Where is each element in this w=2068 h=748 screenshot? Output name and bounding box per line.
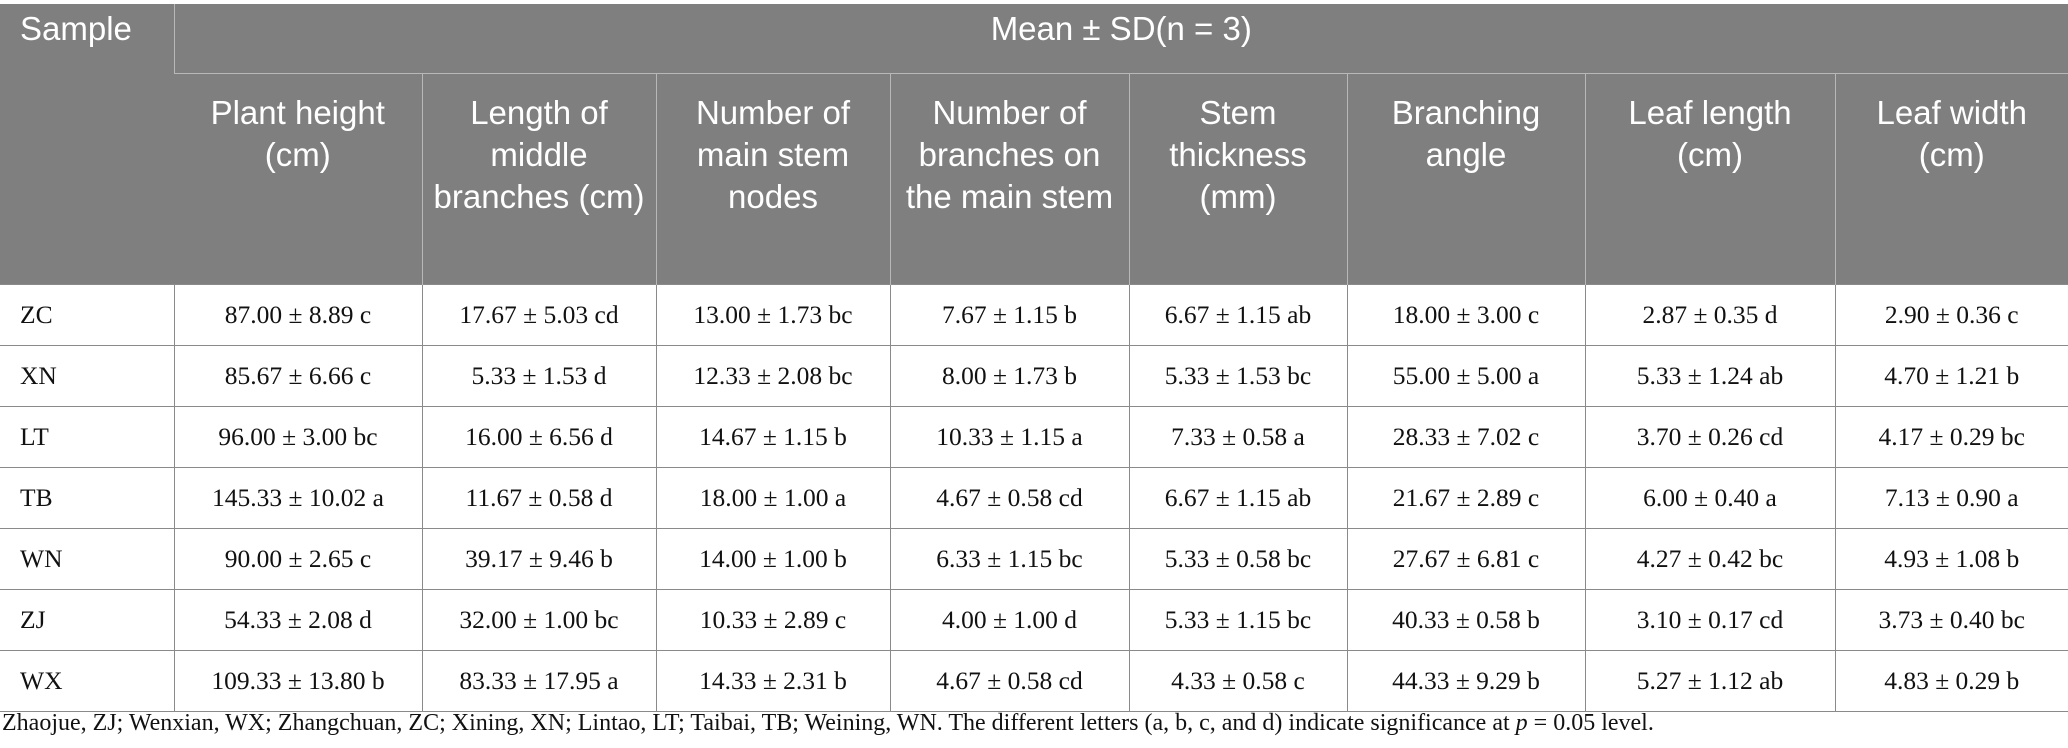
footnote-level: = 0.05 level.	[1527, 710, 1654, 736]
sample-cell: LT	[0, 406, 175, 468]
value-cell: 28.33 ± 7.02 c	[1346, 406, 1586, 468]
value-cell: 2.87 ± 0.35 d	[1584, 284, 1836, 346]
value-cell: 18.00 ± 3.00 c	[1346, 284, 1586, 346]
value-cell: 87.00 ± 8.89 c	[173, 284, 423, 346]
column-header: Branching angle	[1346, 73, 1585, 285]
value-cell: 32.00 ± 1.00 bc	[421, 589, 657, 651]
table-header: Sample Mean ± SD(n = 3) Plant height (cm…	[0, 4, 2068, 285]
value-cell: 13.00 ± 1.73 bc	[655, 284, 891, 346]
table-body: ZC 87.00 ± 8.89 c 17.67 ± 5.03 cd 13.00 ± 1…	[0, 284, 2068, 712]
table-footnote: Zhaojue, ZJ; Wenxian, WX; Zhangchuan, ZC…	[2, 710, 1654, 737]
value-cell: 2.90 ± 0.36 c	[1834, 284, 2068, 346]
value-cell: 5.33 ± 0.58 bc	[1128, 528, 1348, 590]
value-cell: 83.33 ± 17.95 a	[421, 650, 657, 712]
value-cell: 85.67 ± 6.66 c	[173, 345, 423, 407]
value-cell: 4.17 ± 0.29 bc	[1834, 406, 2068, 468]
value-cell: 18.00 ± 1.00 a	[655, 467, 891, 529]
sample-cell: XN	[0, 345, 175, 407]
value-cell: 4.67 ± 0.58 cd	[889, 467, 1130, 529]
column-header: Length of middle branches (cm)	[421, 73, 656, 285]
value-cell: 6.00 ± 0.40 a	[1584, 467, 1836, 529]
table-row: WX 109.33 ± 13.80 b 83.33 ± 17.95 a 14.33 ±…	[0, 650, 2068, 712]
sample-cell: ZC	[0, 284, 175, 346]
value-cell: 12.33 ± 2.08 bc	[655, 345, 891, 407]
value-cell: 7.33 ± 0.58 a	[1128, 406, 1348, 468]
sample-cell: WX	[0, 650, 175, 712]
value-cell: 14.00 ± 1.00 b	[655, 528, 891, 590]
value-cell: 17.67 ± 5.03 cd	[421, 284, 657, 346]
value-cell: 6.33 ± 1.15 bc	[889, 528, 1130, 590]
column-header: Number of main stem nodes	[655, 73, 890, 285]
value-cell: 44.33 ± 9.29 b	[1346, 650, 1586, 712]
value-cell: 16.00 ± 6.56 d	[421, 406, 657, 468]
footnote-p-symbol: p	[1515, 710, 1528, 736]
column-header: Plant height (cm)	[174, 73, 422, 285]
value-cell: 4.27 ± 0.42 bc	[1584, 528, 1836, 590]
value-cell: 6.67 ± 1.15 ab	[1128, 467, 1348, 529]
value-cell: 5.27 ± 1.12 ab	[1584, 650, 1836, 712]
value-cell: 3.10 ± 0.17 cd	[1584, 589, 1836, 651]
column-header: Leaf length (cm)	[1584, 73, 1835, 285]
sample-cell: TB	[0, 467, 175, 529]
column-header: Stem thickness (mm)	[1128, 73, 1347, 285]
sample-header: Sample	[0, 4, 174, 285]
value-cell: 5.33 ± 1.24 ab	[1584, 345, 1836, 407]
value-cell: 10.33 ± 2.89 c	[655, 589, 891, 651]
table-row: ZC 87.00 ± 8.89 c 17.67 ± 5.03 cd 13.00 ± 1…	[0, 284, 2068, 346]
value-cell: 39.17 ± 9.46 b	[421, 528, 657, 590]
value-cell: 14.33 ± 2.31 b	[655, 650, 891, 712]
table-row: WN 90.00 ± 2.65 c 39.17 ± 9.46 b 14.00 ± 1.…	[0, 528, 2068, 590]
value-cell: 5.33 ± 1.15 bc	[1128, 589, 1348, 651]
sample-cell: ZJ	[0, 589, 175, 651]
sample-cell: WN	[0, 528, 175, 590]
column-header: Leaf width (cm)	[1834, 73, 2068, 285]
value-cell: 109.33 ± 13.80 b	[173, 650, 423, 712]
value-cell: 14.67 ± 1.15 b	[655, 406, 891, 468]
table-row: TB 145.33 ± 10.02 a 11.67 ± 0.58 d 18.00 ± …	[0, 467, 2068, 529]
value-cell: 27.67 ± 6.81 c	[1346, 528, 1586, 590]
value-cell: 145.33 ± 10.02 a	[173, 467, 423, 529]
value-cell: 11.67 ± 0.58 d	[421, 467, 657, 529]
value-cell: 8.00 ± 1.73 b	[889, 345, 1130, 407]
column-header: Number of branches on the main stem	[889, 73, 1129, 285]
value-cell: 4.33 ± 0.58 c	[1128, 650, 1348, 712]
value-cell: 4.70 ± 1.21 b	[1834, 345, 2068, 407]
value-cell: 3.73 ± 0.40 bc	[1834, 589, 2068, 651]
mean-sd-header: Mean ± SD(n = 3)	[173, 4, 2068, 74]
value-cell: 4.00 ± 1.00 d	[889, 589, 1130, 651]
value-cell: 3.70 ± 0.26 cd	[1584, 406, 1836, 468]
table-row: XN 85.67 ± 6.66 c 5.33 ± 1.53 d 12.33 ± 2.0…	[0, 345, 2068, 407]
value-cell: 4.67 ± 0.58 cd	[889, 650, 1130, 712]
value-cell: 96.00 ± 3.00 bc	[173, 406, 423, 468]
data-table: Sample Mean ± SD(n = 3) Plant height (cm…	[0, 4, 2068, 712]
value-cell: 6.67 ± 1.15 ab	[1128, 284, 1348, 346]
value-cell: 7.67 ± 1.15 b	[889, 284, 1130, 346]
value-cell: 40.33 ± 0.58 b	[1346, 589, 1586, 651]
value-cell: 5.33 ± 1.53 d	[421, 345, 657, 407]
value-cell: 4.93 ± 1.08 b	[1834, 528, 2068, 590]
value-cell: 7.13 ± 0.90 a	[1834, 467, 2068, 529]
value-cell: 90.00 ± 2.65 c	[173, 528, 423, 590]
value-cell: 21.67 ± 2.89 c	[1346, 467, 1586, 529]
value-cell: 5.33 ± 1.53 bc	[1128, 345, 1348, 407]
value-cell: 4.83 ± 0.29 b	[1834, 650, 2068, 712]
table-row: LT 96.00 ± 3.00 bc 16.00 ± 6.56 d 14.67 ± 1…	[0, 406, 2068, 468]
value-cell: 54.33 ± 2.08 d	[173, 589, 423, 651]
value-cell: 10.33 ± 1.15 a	[889, 406, 1130, 468]
footnote-text: Zhaojue, ZJ; Wenxian, WX; Zhangchuan, ZC…	[2, 710, 1516, 736]
table-row: ZJ 54.33 ± 2.08 d 32.00 ± 1.00 bc 10.33 ± 2…	[0, 589, 2068, 651]
value-cell: 55.00 ± 5.00 a	[1346, 345, 1586, 407]
